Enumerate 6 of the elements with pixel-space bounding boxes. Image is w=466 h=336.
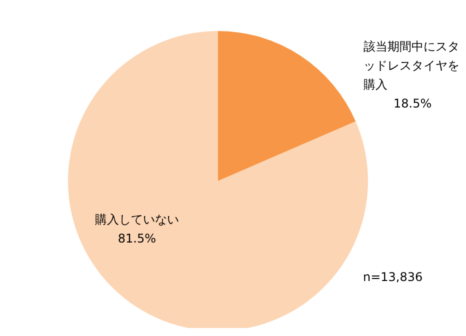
slice-label: 購入していない — [94, 212, 179, 227]
slice-label: 該当期間中にスタッドレスタイヤを購入 — [364, 40, 460, 92]
data-label: 18.5% — [394, 96, 432, 110]
data-label: 81.5% — [118, 232, 156, 246]
pie-slice — [218, 31, 356, 181]
text: n=13,836 — [363, 270, 423, 284]
